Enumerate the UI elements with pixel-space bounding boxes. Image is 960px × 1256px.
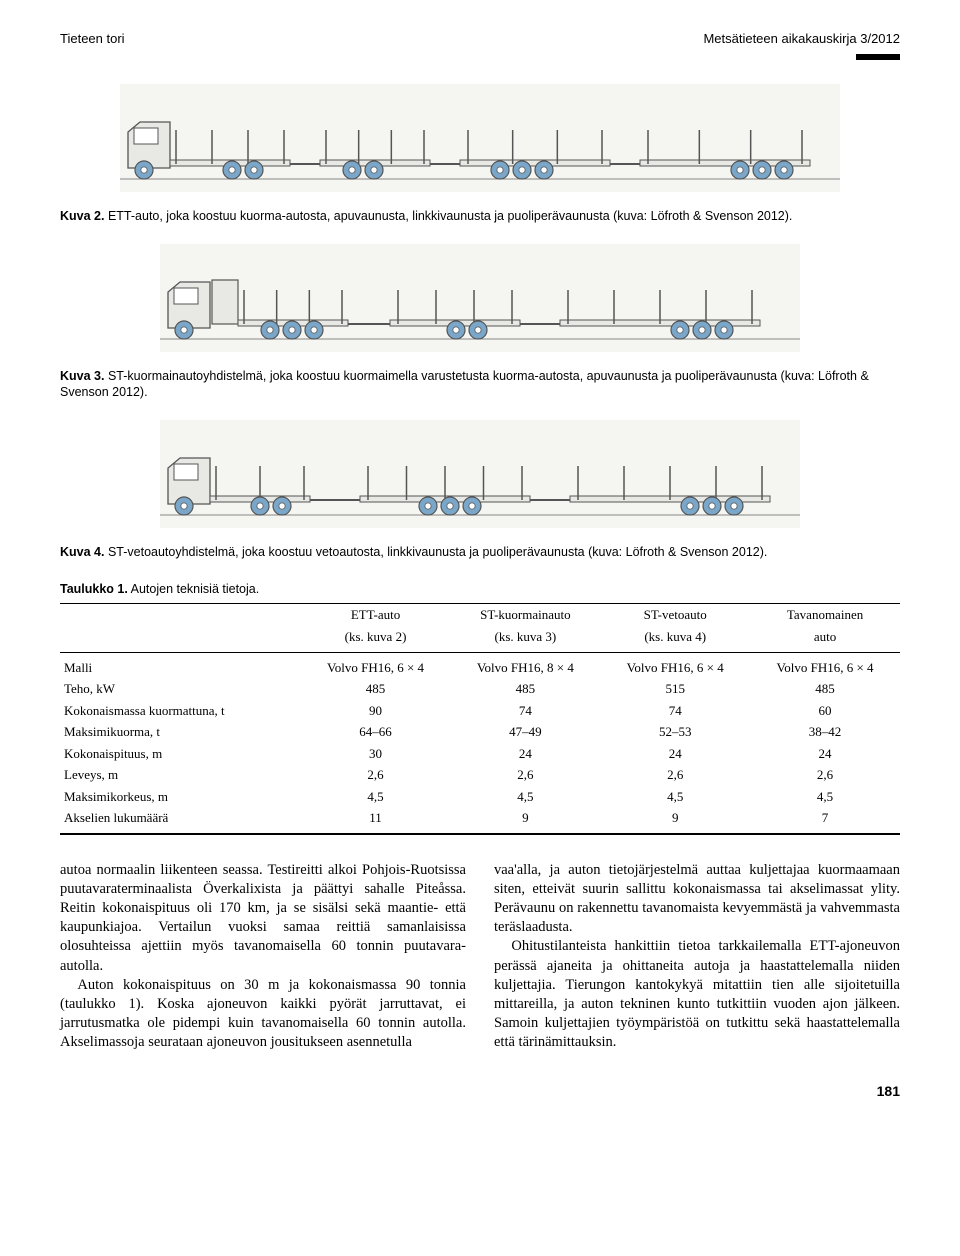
body-right-p1: vaa'alla, ja auton tietojärjestelmä autt… <box>494 861 900 938</box>
col-head-2-name: ST-vetoauto <box>600 604 750 626</box>
table-cell: 4,5 <box>750 786 900 808</box>
table-cell: 47–49 <box>450 721 600 743</box>
col-head-0-sub: (ks. kuva 2) <box>301 626 451 652</box>
body-columns: autoa normaalin liikenteen seassa. Testi… <box>60 861 900 1052</box>
table-title-label: Taulukko 1. <box>60 582 128 596</box>
col-head-2-sub: (ks. kuva 4) <box>600 626 750 652</box>
table-cell: 4,5 <box>301 786 451 808</box>
body-col-right: vaa'alla, ja auton tietojärjestelmä autt… <box>494 861 900 1052</box>
figure-kuva2 <box>60 84 900 192</box>
table-row-label: Kokonaismassa kuormattuna, t <box>60 700 301 722</box>
col-head-3-sub: auto <box>750 626 900 652</box>
table-cell: Volvo FH16, 6 × 4 <box>750 652 900 678</box>
table-cell: 74 <box>450 700 600 722</box>
table-row: MalliVolvo FH16, 6 × 4Volvo FH16, 8 × 4V… <box>60 652 900 678</box>
table-cell: 2,6 <box>750 764 900 786</box>
table-cell: 515 <box>600 678 750 700</box>
caption-kuva4-text: ST-vetoautoyhdistelmä, joka koostuu veto… <box>108 545 767 559</box>
caption-kuva2-label: Kuva 2. <box>60 209 104 223</box>
table-cell: 485 <box>450 678 600 700</box>
table-cell: 2,6 <box>600 764 750 786</box>
table-cell: 64–66 <box>301 721 451 743</box>
figure-kuva3 <box>60 244 900 352</box>
table-row-label: Leveys, m <box>60 764 301 786</box>
table-row: Kokonaispituus, m30242424 <box>60 743 900 765</box>
table-cell: 11 <box>301 807 451 834</box>
header-right: Metsätieteen aikakauskirja 3/2012 <box>703 30 900 48</box>
data-table: ETT-auto ST-kuormainauto ST-vetoauto Tav… <box>60 603 900 834</box>
table-cell: Volvo FH16, 6 × 4 <box>301 652 451 678</box>
figure-kuva4 <box>60 420 900 528</box>
body-col-left: autoa normaalin liikenteen seassa. Testi… <box>60 861 466 1052</box>
page-number: 181 <box>60 1082 900 1101</box>
table-cell: 485 <box>750 678 900 700</box>
table-row-label: Teho, kW <box>60 678 301 700</box>
table-cell: 24 <box>450 743 600 765</box>
header-left: Tieteen tori <box>60 30 125 48</box>
table-row-label: Kokonaispituus, m <box>60 743 301 765</box>
table-title: Taulukko 1. Autojen teknisiä tietoja. <box>60 581 900 598</box>
table-cell: 7 <box>750 807 900 834</box>
body-left-p1: autoa normaalin liikenteen seassa. Testi… <box>60 861 466 976</box>
truck-diagram-kuva3 <box>160 244 800 352</box>
truck-diagram-kuva4 <box>160 420 800 528</box>
table-cell: 2,6 <box>301 764 451 786</box>
caption-kuva3-text: ST-kuormainautoyhdistelmä, joka koostuu … <box>60 369 869 399</box>
table-row: Kokonaismassa kuormattuna, t90747460 <box>60 700 900 722</box>
table-cell: 38–42 <box>750 721 900 743</box>
header-underline <box>856 54 900 60</box>
table-cell: 9 <box>450 807 600 834</box>
col-head-0-name: ETT-auto <box>301 604 451 626</box>
caption-kuva3-label: Kuva 3. <box>60 369 104 383</box>
col-head-1-name: ST-kuormainauto <box>450 604 600 626</box>
table-row: Leveys, m2,62,62,62,6 <box>60 764 900 786</box>
table-row: Teho, kW485485515485 <box>60 678 900 700</box>
body-right-p2: Ohitustilanteista hankittiin tietoa tark… <box>494 937 900 1052</box>
body-left-p2: Auton kokonaispituus on 30 m ja kokonais… <box>60 976 466 1053</box>
table-cell: 60 <box>750 700 900 722</box>
table-row-label: Maksimikorkeus, m <box>60 786 301 808</box>
table-row-label: Maksimikuorma, t <box>60 721 301 743</box>
table-cell: Volvo FH16, 6 × 4 <box>600 652 750 678</box>
table-cell: 4,5 <box>600 786 750 808</box>
table-cell: 30 <box>301 743 451 765</box>
page-header: Tieteen tori Metsätieteen aikakauskirja … <box>60 30 900 52</box>
table-cell: 24 <box>750 743 900 765</box>
table-cell: 4,5 <box>450 786 600 808</box>
caption-kuva2-text: ETT-auto, joka koostuu kuorma-autosta, a… <box>108 209 792 223</box>
table-cell: 52–53 <box>600 721 750 743</box>
caption-kuva3: Kuva 3. ST-kuormainautoyhdistelmä, joka … <box>60 368 900 401</box>
table-row: Maksimikuorma, t64–6647–4952–5338–42 <box>60 721 900 743</box>
table-cell: 90 <box>301 700 451 722</box>
table-row: Maksimikorkeus, m4,54,54,54,5 <box>60 786 900 808</box>
table-row-label: Malli <box>60 652 301 678</box>
table-title-text: Autojen teknisiä tietoja. <box>131 582 260 596</box>
table-row: Akselien lukumäärä11997 <box>60 807 900 834</box>
caption-kuva2: Kuva 2. ETT-auto, joka koostuu kuorma-au… <box>60 208 900 224</box>
table-row-label: Akselien lukumäärä <box>60 807 301 834</box>
table-cell: 485 <box>301 678 451 700</box>
table-cell: Volvo FH16, 8 × 4 <box>450 652 600 678</box>
table-cell: 74 <box>600 700 750 722</box>
table-cell: 2,6 <box>450 764 600 786</box>
table-cell: 9 <box>600 807 750 834</box>
truck-diagram-kuva2 <box>120 84 840 192</box>
table-cell: 24 <box>600 743 750 765</box>
caption-kuva4-label: Kuva 4. <box>60 545 104 559</box>
col-head-1-sub: (ks. kuva 3) <box>450 626 600 652</box>
caption-kuva4: Kuva 4. ST-vetoautoyhdistelmä, joka koos… <box>60 544 900 560</box>
col-head-3-name: Tavanomainen <box>750 604 900 626</box>
